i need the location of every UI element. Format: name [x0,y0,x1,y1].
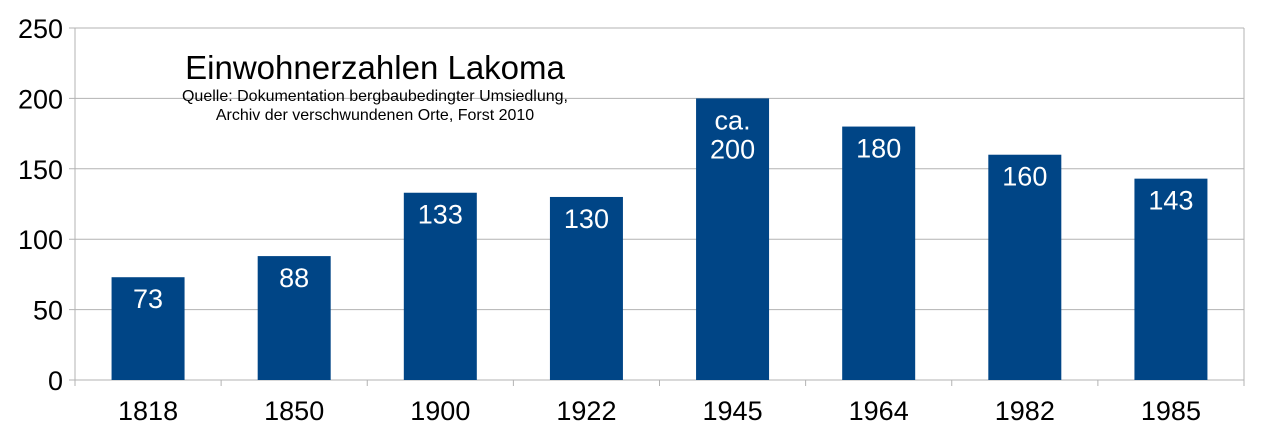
data-label-1850: 88 [279,263,309,293]
x-axis-ticks: 1818 1850 1900 1922 1945 1964 1982 1985 [118,396,1201,426]
y-axis-ticks: 0 50 100 150 200 250 [18,14,63,396]
bar-1818 [111,277,185,380]
data-label-1945: ca. [715,105,751,135]
bar-1985 [1134,178,1208,380]
y-tick-label: 200 [18,84,63,114]
data-label-1964: 180 [856,134,901,164]
bars [111,98,1208,381]
x-tick-label: 1985 [1141,396,1201,426]
bar-1850 [257,256,331,380]
x-tick-label: 1964 [849,396,909,426]
data-label-1985: 143 [1148,186,1193,216]
data-label-1945: 200 [710,134,755,164]
y-tick-label: 150 [18,155,63,185]
data-label-1922: 130 [564,204,609,234]
bar-1922 [549,196,623,380]
y-tick-label: 100 [18,225,63,255]
x-tick-label: 1900 [410,396,470,426]
x-tick-label: 1850 [264,396,324,426]
y-tick-label: 250 [18,14,63,44]
bar-1964 [842,126,916,380]
chart-subtitle-line-1: Quelle: Dokumentation bergbaubedingter U… [182,88,568,105]
bar-1945 [696,98,770,381]
chart-title: Einwohnerzahlen Lakoma [185,49,565,86]
bar-1900 [403,192,477,380]
data-label-1900: 133 [418,200,463,230]
x-tick-label: 1945 [703,396,763,426]
data-label-1982: 160 [1002,162,1047,192]
bar-1982 [988,154,1062,380]
chart-subtitle-line-2: Archiv der verschwundenen Orte, Forst 20… [216,107,534,124]
x-tick-label: 1982 [995,396,1055,426]
data-label-1818: 73 [133,284,163,314]
x-tick-label: 1818 [118,396,178,426]
x-tick-label: 1922 [556,396,616,426]
y-tick-label: 0 [48,366,63,396]
data-labels: 73 88 133 130 ca.200 180 160 143 [133,105,1193,314]
y-tick-label: 50 [33,296,63,326]
